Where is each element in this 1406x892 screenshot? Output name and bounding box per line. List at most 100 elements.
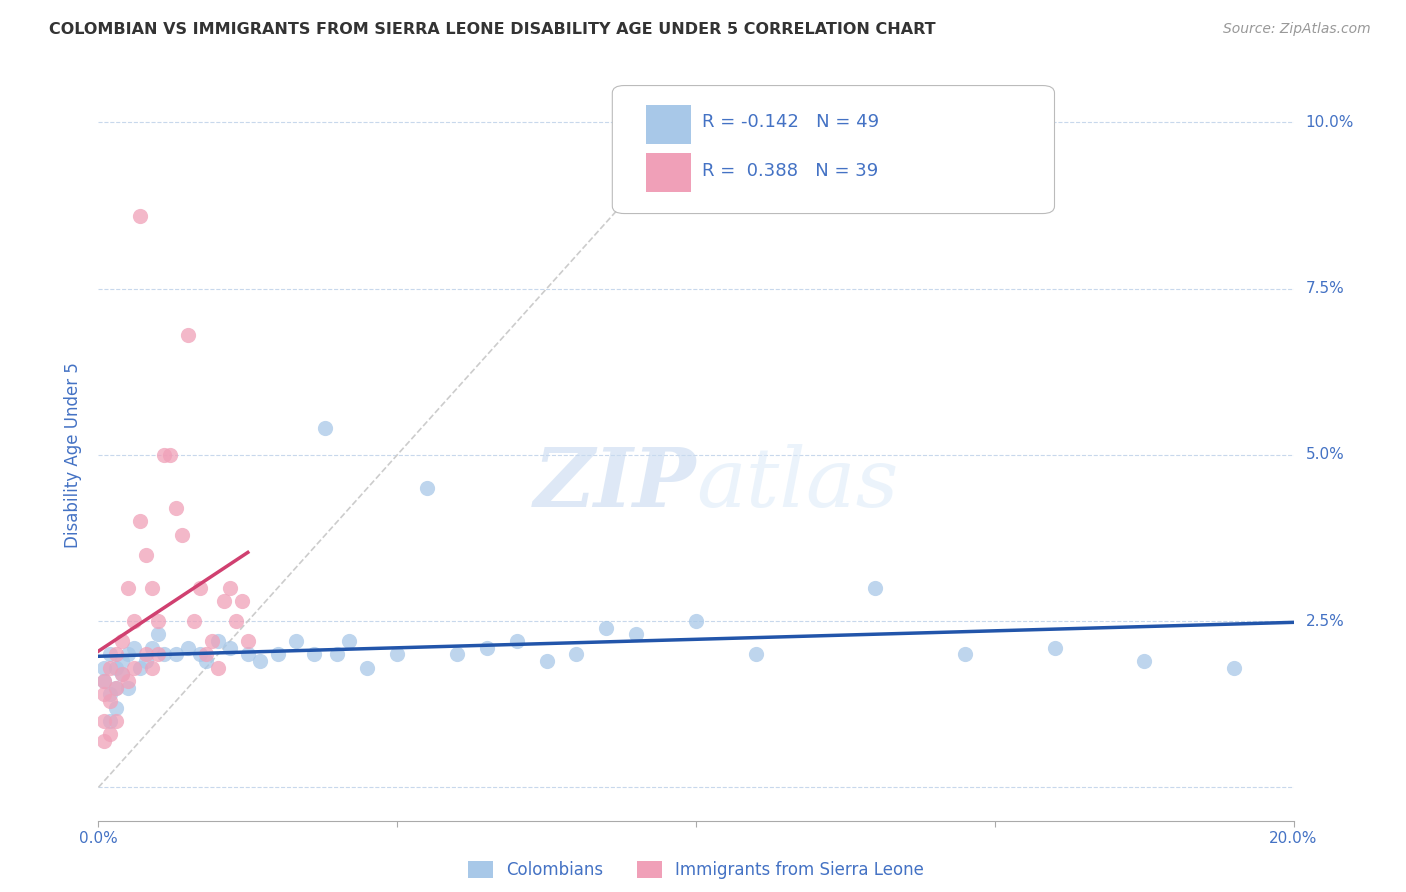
Point <box>141 661 163 675</box>
Point <box>416 481 439 495</box>
Point <box>93 687 115 701</box>
Text: 10.0%: 10.0% <box>1305 115 1354 130</box>
Point <box>1133 654 1156 668</box>
FancyBboxPatch shape <box>645 153 692 192</box>
Text: R = -0.142   N = 49: R = -0.142 N = 49 <box>702 113 879 131</box>
Point <box>135 654 157 668</box>
Text: Source: ZipAtlas.com: Source: ZipAtlas.com <box>1223 22 1371 37</box>
Point <box>249 654 271 668</box>
Point <box>194 648 218 662</box>
Point <box>595 621 617 635</box>
Point <box>148 648 170 662</box>
Point <box>98 661 122 675</box>
Point <box>93 673 115 688</box>
Point <box>1043 640 1066 655</box>
Point <box>207 634 229 648</box>
Legend: Colombians, Immigrants from Sierra Leone: Colombians, Immigrants from Sierra Leone <box>461 854 931 886</box>
Text: 7.5%: 7.5% <box>1305 281 1344 296</box>
Point <box>194 654 218 668</box>
Point <box>117 648 139 662</box>
Point <box>231 594 253 608</box>
Point <box>356 661 378 675</box>
Point <box>124 661 146 675</box>
Point <box>1223 661 1246 675</box>
Point <box>129 515 152 529</box>
Point <box>236 648 259 662</box>
Point <box>135 648 157 662</box>
Point <box>183 614 205 628</box>
Point <box>225 614 247 628</box>
Point <box>93 673 115 688</box>
Point <box>141 640 163 655</box>
Point <box>624 627 647 641</box>
Point <box>188 648 211 662</box>
Point <box>93 734 115 748</box>
Point <box>105 700 128 714</box>
Text: ZIP: ZIP <box>533 444 696 524</box>
FancyBboxPatch shape <box>612 86 1054 213</box>
Point <box>135 548 157 562</box>
Point <box>745 648 768 662</box>
Point <box>315 421 337 435</box>
Point <box>105 661 128 675</box>
Text: 5.0%: 5.0% <box>1305 448 1344 462</box>
Point <box>111 634 134 648</box>
Text: COLOMBIAN VS IMMIGRANTS FROM SIERRA LEONE DISABILITY AGE UNDER 5 CORRELATION CHA: COLOMBIAN VS IMMIGRANTS FROM SIERRA LEON… <box>49 22 936 37</box>
Point <box>326 648 349 662</box>
Point <box>129 661 152 675</box>
Point <box>111 654 134 668</box>
Point <box>98 648 122 662</box>
Point <box>117 581 139 595</box>
Point <box>475 640 498 655</box>
Point <box>98 727 122 741</box>
Point <box>685 614 707 628</box>
FancyBboxPatch shape <box>645 105 692 144</box>
Point <box>385 648 409 662</box>
Point <box>201 634 224 648</box>
Point <box>302 648 325 662</box>
Point <box>105 681 128 695</box>
Point <box>219 640 242 655</box>
Point <box>111 667 134 681</box>
Text: R =  0.388   N = 39: R = 0.388 N = 39 <box>702 162 879 180</box>
Point <box>165 648 187 662</box>
Point <box>506 634 529 648</box>
Point <box>124 640 146 655</box>
Text: atlas: atlas <box>696 444 898 524</box>
Point <box>267 648 290 662</box>
Point <box>339 634 360 648</box>
Point <box>212 594 235 608</box>
Point <box>236 634 259 648</box>
Point <box>105 681 128 695</box>
Point <box>565 648 588 662</box>
Point <box>172 527 194 541</box>
Point <box>153 448 176 462</box>
Point <box>177 328 200 343</box>
Point <box>148 627 170 641</box>
Point <box>111 667 134 681</box>
Point <box>865 581 887 595</box>
Point <box>93 714 115 728</box>
Point <box>105 648 128 662</box>
Point <box>98 694 122 708</box>
Point <box>117 681 139 695</box>
Point <box>129 209 152 223</box>
Point <box>98 714 122 728</box>
Point <box>159 448 181 462</box>
Point <box>446 648 468 662</box>
Point <box>953 648 976 662</box>
Point <box>177 640 200 655</box>
Text: 2.5%: 2.5% <box>1305 614 1344 629</box>
Point <box>219 581 242 595</box>
Point <box>124 614 146 628</box>
Point <box>188 581 211 595</box>
Y-axis label: Disability Age Under 5: Disability Age Under 5 <box>65 362 83 548</box>
Point <box>153 648 176 662</box>
Point <box>105 714 128 728</box>
Point <box>207 661 229 675</box>
Point <box>536 654 558 668</box>
Point <box>117 673 139 688</box>
Point <box>284 634 307 648</box>
Point <box>98 687 122 701</box>
Point <box>148 614 170 628</box>
